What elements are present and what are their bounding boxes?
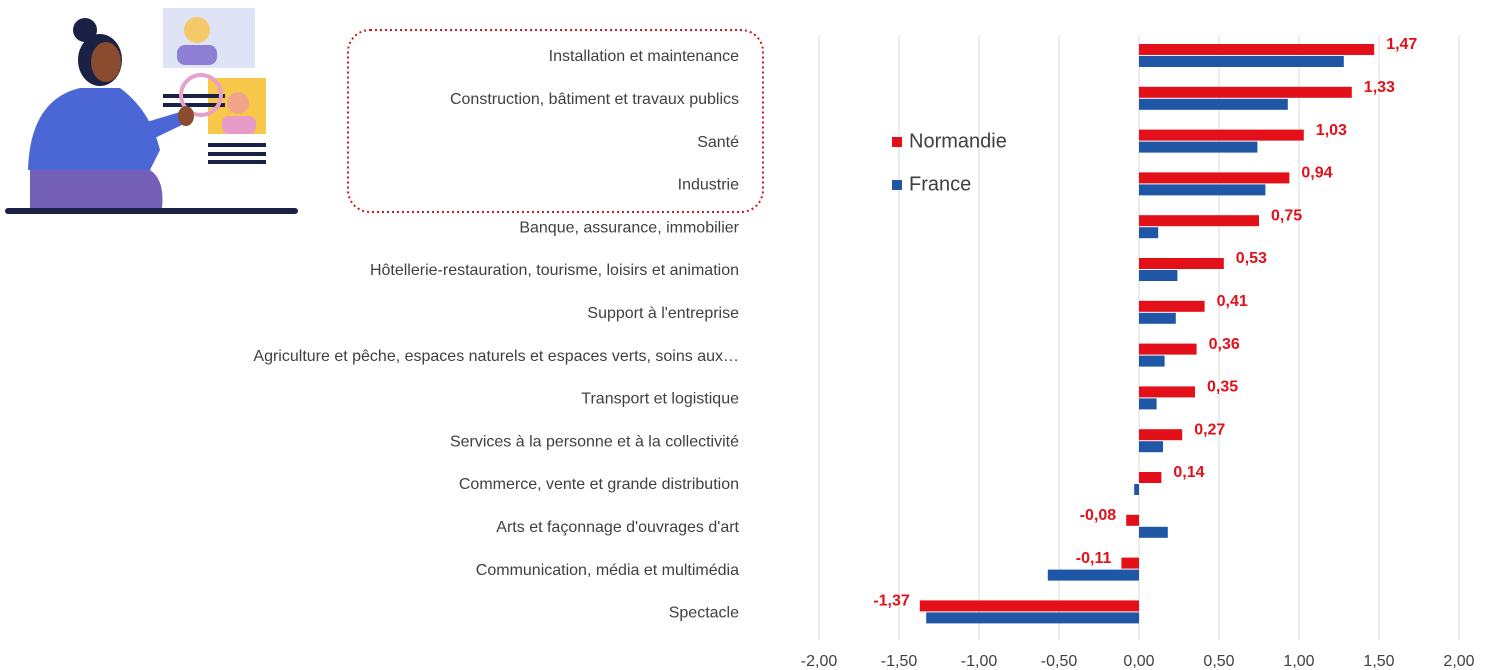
value-label: -0,08 [1080, 507, 1117, 524]
bar [1139, 472, 1162, 483]
value-label: 0,53 [1236, 250, 1267, 267]
x-tick-label: 0,00 [1123, 653, 1154, 670]
value-label: 0,94 [1301, 165, 1332, 182]
category-label: Construction, bâtiment et travaux public… [450, 91, 739, 108]
bar [1139, 86, 1352, 98]
x-tick-label: -1,50 [881, 653, 918, 670]
category-label: Banque, assurance, immobilier [519, 219, 739, 236]
value-label: 1,33 [1364, 79, 1395, 96]
x-tick-label: -1,00 [961, 653, 998, 670]
bar [1047, 569, 1139, 581]
bar [1139, 184, 1266, 196]
x-tick-label: 1,00 [1283, 653, 1314, 670]
bar [1139, 44, 1375, 55]
x-tick-label: 2,00 [1443, 653, 1474, 670]
bar [1139, 258, 1224, 269]
bar [1139, 386, 1195, 398]
category-label: Support à l'entreprise [587, 305, 739, 322]
category-label: Industrie [678, 177, 739, 194]
value-label: 1,03 [1316, 122, 1347, 139]
category-label: Transport et logistique [581, 391, 739, 408]
legend-label: France [909, 173, 971, 195]
value-label: 0,41 [1217, 293, 1248, 310]
value-label: 1,47 [1386, 36, 1417, 53]
legend-swatch [892, 180, 902, 190]
bar [1139, 398, 1157, 410]
legend-swatch [892, 137, 902, 147]
category-label: Arts et façonnage d'ouvrages d'art [496, 519, 739, 536]
category-label: Services à la personne et à la collectiv… [450, 433, 739, 450]
bar [1139, 129, 1304, 141]
bar [926, 612, 1139, 624]
value-label: -1,37 [873, 593, 910, 610]
value-label: 0,75 [1271, 207, 1302, 224]
bar [1126, 514, 1139, 526]
category-label: Agriculture et pêche, espaces naturels e… [253, 348, 739, 365]
bar [1139, 215, 1259, 227]
bar [1139, 56, 1344, 67]
bar [919, 600, 1139, 612]
bar [1139, 172, 1290, 184]
category-label: Spectacle [669, 605, 739, 622]
bar [1139, 141, 1258, 153]
bar [1139, 429, 1183, 441]
x-tick-label: 0,50 [1203, 653, 1234, 670]
value-label: -0,11 [1076, 550, 1112, 567]
value-label: 0,27 [1194, 421, 1225, 438]
highlight-box [347, 29, 764, 213]
x-tick-label: 1,50 [1363, 653, 1394, 670]
bar [1139, 227, 1159, 239]
value-label: 0,35 [1207, 379, 1238, 396]
category-label: Santé [697, 134, 739, 151]
bar [1139, 312, 1176, 324]
bar [1139, 441, 1163, 453]
bar [1139, 270, 1178, 281]
value-label: 0,14 [1173, 464, 1204, 481]
bar [1139, 343, 1197, 355]
category-label: Communication, média et multimédia [476, 562, 739, 579]
x-tick-label: -0,50 [1041, 653, 1078, 670]
illustration [5, 8, 298, 214]
bar [1139, 98, 1288, 110]
bar [1139, 526, 1168, 538]
bar [1139, 300, 1205, 312]
value-label: 0,36 [1209, 336, 1240, 353]
category-label: Commerce, vente et grande distribution [459, 476, 739, 493]
category-label: Installation et maintenance [549, 48, 739, 65]
legend-label: Normandie [909, 130, 1007, 152]
category-label: Hôtellerie-restauration, tourisme, loisi… [370, 262, 739, 279]
x-tick-label: -2,00 [801, 653, 838, 670]
bar [1121, 557, 1139, 569]
bar [1139, 355, 1165, 367]
bar [1134, 484, 1139, 495]
